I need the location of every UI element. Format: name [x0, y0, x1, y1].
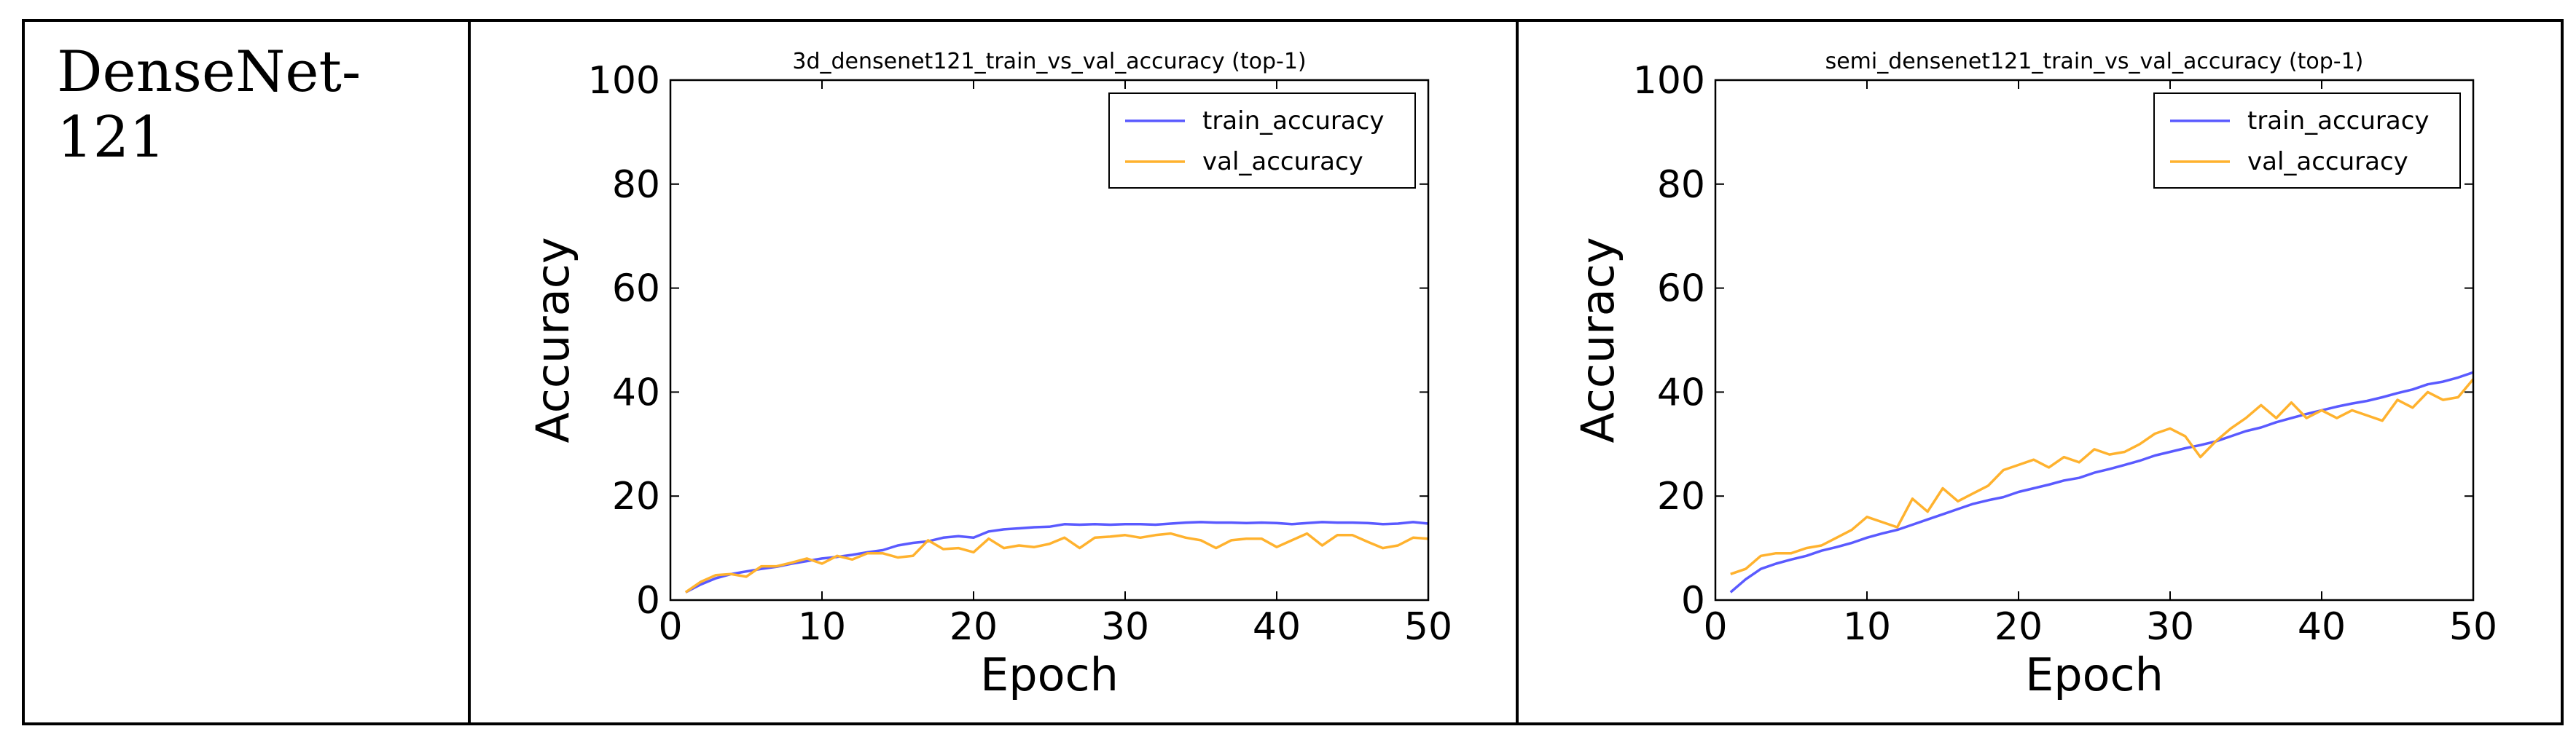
semi-x-tick-label: 30 [2146, 605, 2194, 649]
3d-plot-frame [669, 79, 1430, 602]
semi-y-tick-label: 0 [1681, 579, 1705, 623]
3d-legend-label-val-accuracy: val_accuracy [1202, 147, 1363, 176]
semi-legend-box [2153, 92, 2461, 189]
semi-x-tick-label: 0 [1703, 605, 1727, 649]
3d-x-tick-label: 20 [950, 605, 998, 649]
semi-x-tick-label: 10 [1843, 605, 1891, 649]
semi-chart-title: semi_densenet121_train_vs_val_accuracy (… [1825, 49, 2364, 74]
chart-cell-3d: 3d_densenet121_train_vs_val_accuracy (to… [471, 22, 1519, 722]
3d-legend-box [1108, 92, 1416, 189]
row-label-cell: DenseNet-121 [25, 22, 471, 722]
3d-legend-label-train-accuracy: train_accuracy [1202, 106, 1385, 135]
semi-x-axis-label: Epoch [2025, 648, 2164, 701]
model-name-label: DenseNet-121 [57, 39, 361, 170]
semi-x-tick-label: 40 [2298, 605, 2346, 649]
semi-plot-frame [1714, 79, 2475, 602]
3d-y-tick-label: 60 [612, 267, 660, 311]
semi-y-tick-label: 40 [1657, 371, 1705, 414]
chart-cell-semi: semi_densenet121_train_vs_val_accuracy (… [1519, 22, 2561, 722]
semi-y-tick-label: 80 [1657, 163, 1705, 207]
3d-chart-title: 3d_densenet121_train_vs_val_accuracy (to… [792, 49, 1306, 74]
figure-table: DenseNet-121 3d_densenet121_train_vs_val… [22, 19, 2564, 725]
3d-y-tick-label: 100 [588, 59, 660, 103]
chart-3d-densenet121: 3d_densenet121_train_vs_val_accuracy (to… [526, 49, 1452, 701]
semi-series-val-accuracy [1730, 378, 2475, 575]
semi-y-tick-label: 60 [1657, 267, 1705, 311]
3d-series-val-accuracy [684, 532, 1429, 594]
3d-y-tick-label: 80 [612, 163, 660, 207]
3d-x-tick-label: 40 [1253, 605, 1301, 649]
semi-series-train-accuracy [1729, 371, 2474, 594]
semi-legend-label-val-accuracy: val_accuracy [2247, 147, 2408, 176]
3d-x-tick-label: 0 [658, 605, 682, 649]
semi-x-tick-label: 50 [2449, 605, 2497, 649]
semi-x-tick-label: 20 [1994, 605, 2043, 649]
3d-y-tick-label: 40 [612, 371, 660, 414]
semi-y-axis-label: Accuracy [1571, 237, 1624, 443]
semi-y-tick-label: 100 [1633, 59, 1705, 103]
3d-x-tick-label: 50 [1404, 605, 1452, 649]
3d-y-axis-label: Accuracy [526, 237, 579, 443]
3d-y-tick-label: 20 [612, 475, 660, 519]
3d-series-train-accuracy [684, 521, 1429, 594]
semi-y-tick-label: 20 [1657, 475, 1705, 519]
3d-x-tick-label: 30 [1101, 605, 1149, 649]
3d-x-axis-label: Epoch [980, 648, 1119, 701]
3d-x-tick-label: 10 [798, 605, 846, 649]
semi-legend-label-train-accuracy: train_accuracy [2247, 106, 2430, 135]
3d-y-tick-label: 0 [636, 579, 660, 623]
chart-semi-densenet121: semi_densenet121_train_vs_val_accuracy (… [1571, 49, 2497, 701]
